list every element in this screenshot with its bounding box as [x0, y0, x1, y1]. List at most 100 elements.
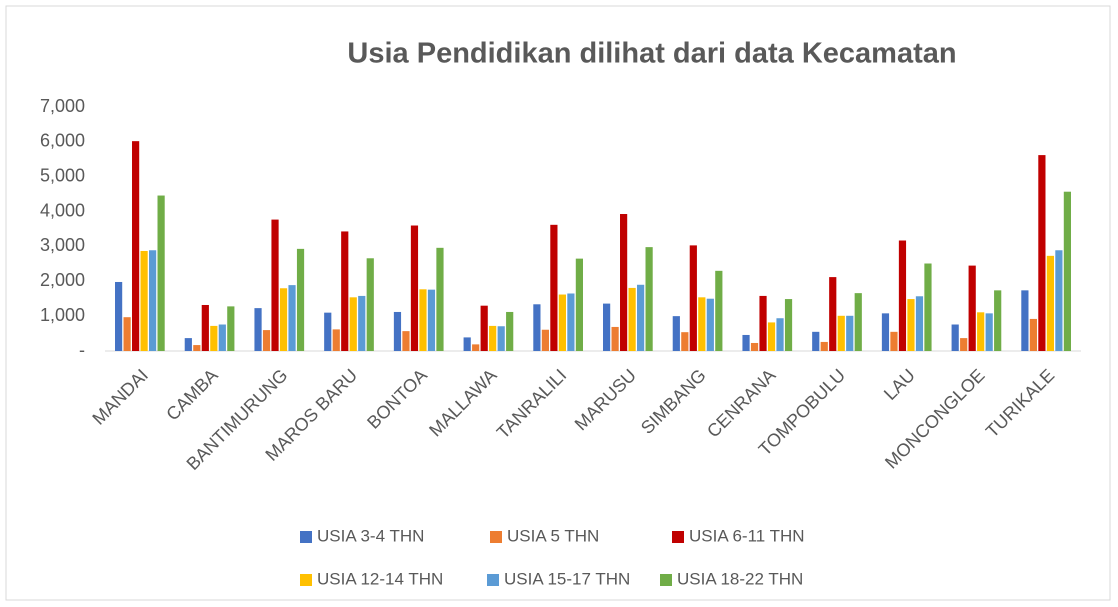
bar: [672, 316, 680, 351]
bar: [767, 322, 776, 351]
bar: [759, 295, 767, 351]
bar: [1046, 255, 1054, 351]
bar: [854, 293, 862, 351]
bar: [1063, 191, 1071, 351]
legend-label: USIA 15-17 THN: [504, 569, 630, 588]
legend-swatch: [300, 574, 312, 586]
bar: [951, 324, 959, 351]
bar: [689, 245, 697, 351]
bar: [645, 247, 653, 351]
y-tick-label: 1,000: [40, 305, 85, 325]
bar: [812, 331, 820, 351]
bar: [254, 308, 262, 351]
bar: [881, 313, 890, 351]
bar: [1029, 318, 1037, 351]
bar: [846, 315, 854, 351]
bar: [193, 345, 201, 351]
bar: [698, 297, 706, 351]
bar: [575, 258, 583, 351]
bar: [1055, 250, 1063, 351]
bar: [149, 250, 157, 351]
bar: [489, 325, 497, 351]
bar: [227, 306, 235, 351]
y-tick-label: -: [79, 340, 85, 360]
bar: [567, 293, 575, 351]
bar: [550, 224, 558, 351]
y-tick-label: 4,000: [40, 200, 85, 220]
bar: [472, 344, 480, 351]
chart-title: Usia Pendidikan dilihat dari data Kecama…: [347, 38, 956, 70]
bar: [558, 294, 566, 351]
legend-swatch: [660, 574, 672, 586]
bar: [985, 313, 993, 351]
bar: [829, 277, 837, 351]
bar: [349, 297, 357, 351]
bar: [366, 258, 374, 351]
bar: [279, 288, 288, 351]
bar: [915, 296, 924, 351]
bar: [201, 304, 209, 351]
bar: [157, 195, 165, 351]
bar: [218, 324, 226, 351]
bar: [628, 287, 636, 351]
bar: [296, 248, 305, 351]
bar: [890, 331, 898, 351]
bar: [637, 284, 645, 351]
bar: [960, 338, 968, 351]
bar: [620, 214, 628, 351]
legend-label: USIA 3-4 THN: [317, 526, 424, 545]
bar: [358, 295, 366, 351]
bar: [324, 312, 332, 351]
bar: [907, 299, 915, 351]
legend-swatch: [487, 574, 499, 586]
bar: [506, 311, 514, 351]
legend-swatch: [490, 531, 502, 543]
legend-swatch: [300, 531, 312, 543]
y-tick-label: 2,000: [40, 270, 85, 290]
bar: [140, 250, 148, 351]
bar: [977, 312, 985, 351]
bar: [497, 326, 505, 351]
bar: [837, 315, 845, 351]
bar: [715, 270, 723, 351]
bar: [611, 326, 619, 351]
bar: [603, 303, 611, 351]
bar: [924, 263, 932, 351]
bar: [184, 338, 192, 351]
legend-label: USIA 12-14 THN: [317, 569, 443, 588]
bar: [419, 289, 427, 351]
bar: [968, 265, 976, 351]
bar: [262, 330, 271, 351]
bar: [750, 342, 759, 351]
bar: [994, 290, 1002, 351]
legend-label: USIA 5 THN: [507, 526, 599, 545]
y-tick-label: 3,000: [40, 235, 85, 255]
bar: [402, 331, 410, 351]
bar: [898, 240, 907, 351]
bar: [480, 305, 488, 351]
bar: [681, 332, 689, 351]
bar: [784, 299, 793, 351]
bar: [1021, 290, 1029, 351]
bar: [427, 289, 436, 351]
bar: [436, 247, 444, 351]
bar: [742, 334, 750, 351]
bar: [541, 329, 549, 351]
bar: [132, 141, 140, 351]
bar: [341, 231, 349, 351]
bar: [533, 304, 541, 351]
y-tick-label: 5,000: [40, 165, 85, 185]
y-tick-label: 6,000: [40, 131, 85, 151]
bar: [332, 329, 340, 351]
bar: [410, 225, 419, 351]
legend-swatch: [672, 531, 684, 543]
legend-label: USIA 6-11 THN: [689, 526, 805, 545]
chart-frame: [5, 5, 1111, 601]
bar: [115, 281, 123, 351]
bar: [123, 317, 131, 351]
bar: [463, 337, 471, 351]
bar: [288, 285, 296, 351]
bar: [210, 325, 218, 351]
bar: [776, 318, 784, 351]
